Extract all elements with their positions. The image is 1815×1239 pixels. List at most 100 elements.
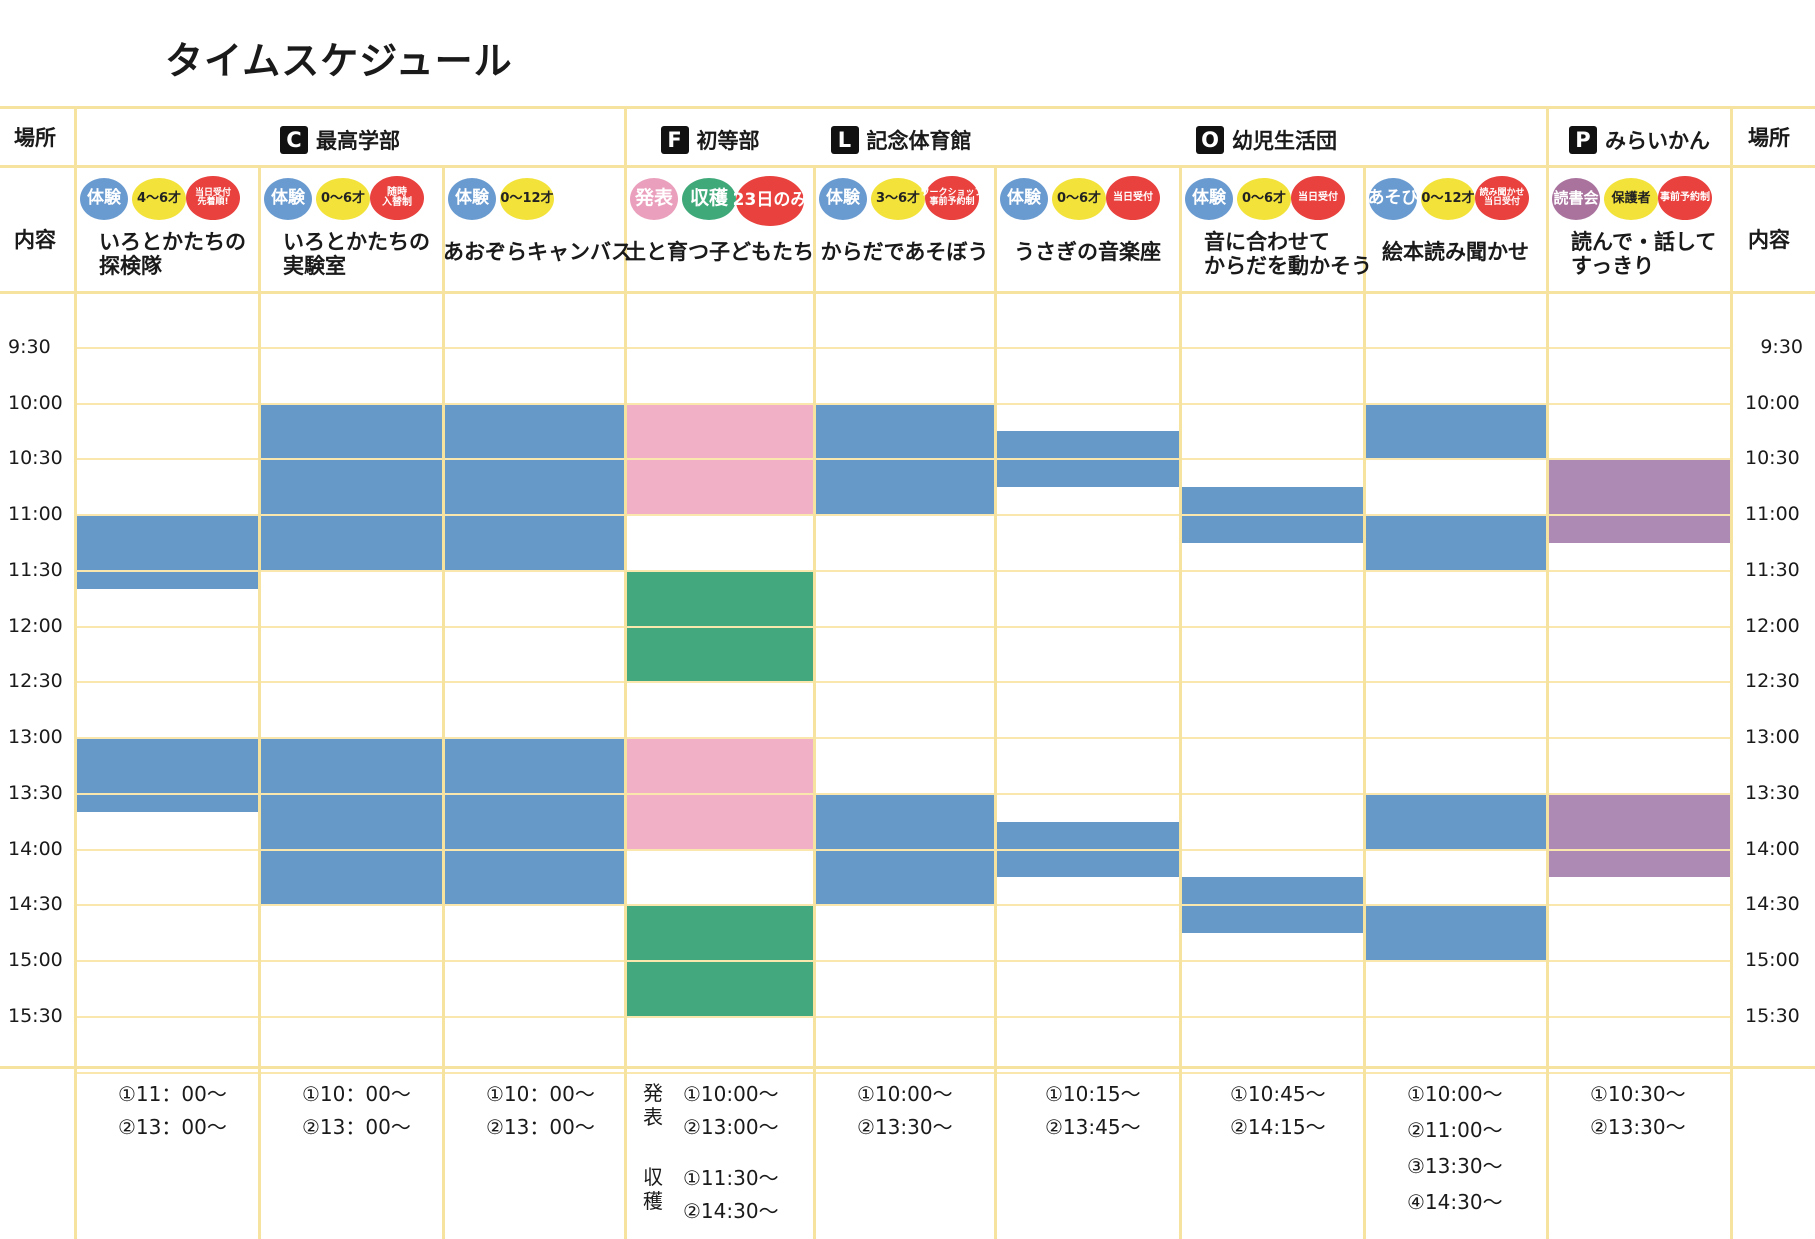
grid-line — [75, 1015, 1731, 1018]
grid-line — [75, 514, 1731, 516]
time-label: 15:30 — [1745, 1004, 1800, 1027]
session-block — [445, 738, 626, 906]
time-label: 14:30 — [1745, 893, 1800, 916]
session-time: ②13:30～ — [857, 1115, 953, 1139]
grid-line — [0, 106, 1815, 109]
session-group-label: 収穫 — [643, 1165, 663, 1213]
place-key-icon: F — [660, 126, 689, 154]
session-time: ②13:45～ — [1045, 1115, 1141, 1139]
tag-badge: 0〜6才 — [316, 178, 370, 220]
tag-badge: 23日のみ — [733, 176, 807, 226]
time-label: 12:00 — [8, 614, 63, 637]
tag-badge: 保護者 — [1604, 178, 1658, 220]
session-block — [445, 403, 626, 571]
tag-badge: 4〜6才 — [132, 178, 186, 220]
tag-badge: 体験 — [80, 178, 128, 220]
session-time: ②13：00～ — [118, 1115, 227, 1139]
grid-line — [1363, 166, 1366, 1239]
place-name: 最高学部 — [316, 129, 400, 153]
grid-line — [75, 458, 1731, 461]
place-key-icon: O — [1196, 126, 1224, 154]
grid-line — [1730, 107, 1733, 1239]
activity-title: 音に合わせて からだを動かそう — [1204, 230, 1372, 279]
session-time: ①10：00～ — [302, 1082, 411, 1106]
place-header: L 記念体育館 — [830, 124, 972, 156]
grid-line — [442, 166, 445, 1239]
activity-title: 土と育つ子どもたち — [625, 240, 814, 264]
tag-badge: 事前予約制 — [1658, 176, 1712, 220]
content-label: 内容 — [14, 228, 56, 252]
tag-badge: 読み聞かせ 当日受付 — [1475, 176, 1529, 220]
grid-line — [75, 402, 1731, 405]
grid-line — [0, 291, 1815, 294]
time-label: 9:30 — [8, 335, 51, 358]
session-time: ①10:00～ — [683, 1082, 779, 1106]
time-label: 10:00 — [8, 391, 63, 414]
grid-line — [0, 165, 1815, 168]
grid-line — [75, 904, 1731, 907]
tag-badge: 随時 入替制 — [370, 176, 424, 220]
content-label: 内容 — [1748, 228, 1790, 252]
grid-line — [74, 107, 77, 1239]
tag-badge: 0〜12才 — [1421, 178, 1475, 220]
tag-badge: 体験 — [1000, 178, 1048, 220]
tag-badge: 0〜6才 — [1237, 178, 1291, 220]
place-key-icon: P — [1569, 126, 1597, 154]
place-name: 幼児生活団 — [1232, 129, 1337, 153]
grid-line — [994, 166, 997, 1239]
grid-line — [75, 346, 1731, 349]
activity-title: からだであそぼう — [820, 240, 989, 264]
tag-badge: 当日受付 先着順! — [186, 176, 240, 220]
session-block — [1366, 403, 1548, 460]
session-time: ②13：00～ — [302, 1115, 411, 1139]
session-time: ④14:30～ — [1407, 1190, 1503, 1214]
time-label: 11:30 — [1745, 558, 1800, 581]
time-label: 12:30 — [1745, 670, 1800, 693]
grid-line — [1179, 166, 1182, 1239]
session-block — [1549, 793, 1732, 878]
grid-line — [75, 960, 1731, 962]
session-time: ②13：00～ — [486, 1115, 595, 1139]
grid-line — [75, 792, 1731, 795]
session-time: ②14:30～ — [683, 1199, 779, 1223]
session-time: ②14:15～ — [1230, 1115, 1326, 1139]
time-label: 13:00 — [1745, 726, 1800, 748]
place-name: 記念体育館 — [866, 129, 972, 153]
tag-badge: 読書会 — [1552, 178, 1600, 220]
tag-badge: 体験 — [819, 178, 867, 220]
grid-line — [75, 848, 1731, 851]
grid-line — [1546, 107, 1549, 1239]
session-time: ①10:00～ — [1407, 1082, 1503, 1106]
session-time: ②11:00～ — [1407, 1118, 1503, 1142]
session-block — [1549, 459, 1732, 543]
session-block — [77, 515, 260, 590]
activity-title: あおぞらキャンバス — [443, 240, 632, 264]
time-label: 10:30 — [8, 447, 63, 470]
session-time: ①11：00～ — [118, 1082, 227, 1106]
grid-line — [813, 166, 816, 1239]
tag-badge: ワークショップ 事前予約制 — [921, 176, 984, 220]
page-title: タイムスケジュール — [165, 39, 513, 83]
session-time: ①10:30～ — [1590, 1082, 1686, 1106]
session-block — [1366, 515, 1548, 571]
tag-badge: 0〜6才 — [1052, 178, 1106, 220]
tag-badge: 体験 — [264, 178, 312, 220]
time-label: 10:30 — [1745, 447, 1800, 470]
grid-line — [0, 1066, 1815, 1069]
place-label: 場所 — [1748, 126, 1790, 150]
time-label: 11:00 — [1745, 503, 1800, 525]
time-label: 15:30 — [8, 1004, 63, 1027]
time-label: 11:30 — [8, 558, 63, 581]
time-label: 10:00 — [1745, 391, 1800, 414]
session-time: ②13:00～ — [683, 1115, 779, 1139]
place-header: O 幼児生活団 — [1196, 124, 1337, 156]
activity-title: 絵本読み聞かせ — [1382, 240, 1529, 264]
session-block — [261, 738, 444, 906]
time-label: 14:00 — [8, 837, 63, 860]
time-label: 15:00 — [1745, 949, 1800, 971]
time-label: 12:30 — [8, 670, 63, 693]
tag-badge: 0〜12才 — [500, 178, 554, 220]
tag-badge: 当日受付 — [1106, 176, 1160, 220]
place-header: P みらいかん — [1569, 124, 1710, 156]
tag-badge: 体験 — [1185, 178, 1233, 220]
